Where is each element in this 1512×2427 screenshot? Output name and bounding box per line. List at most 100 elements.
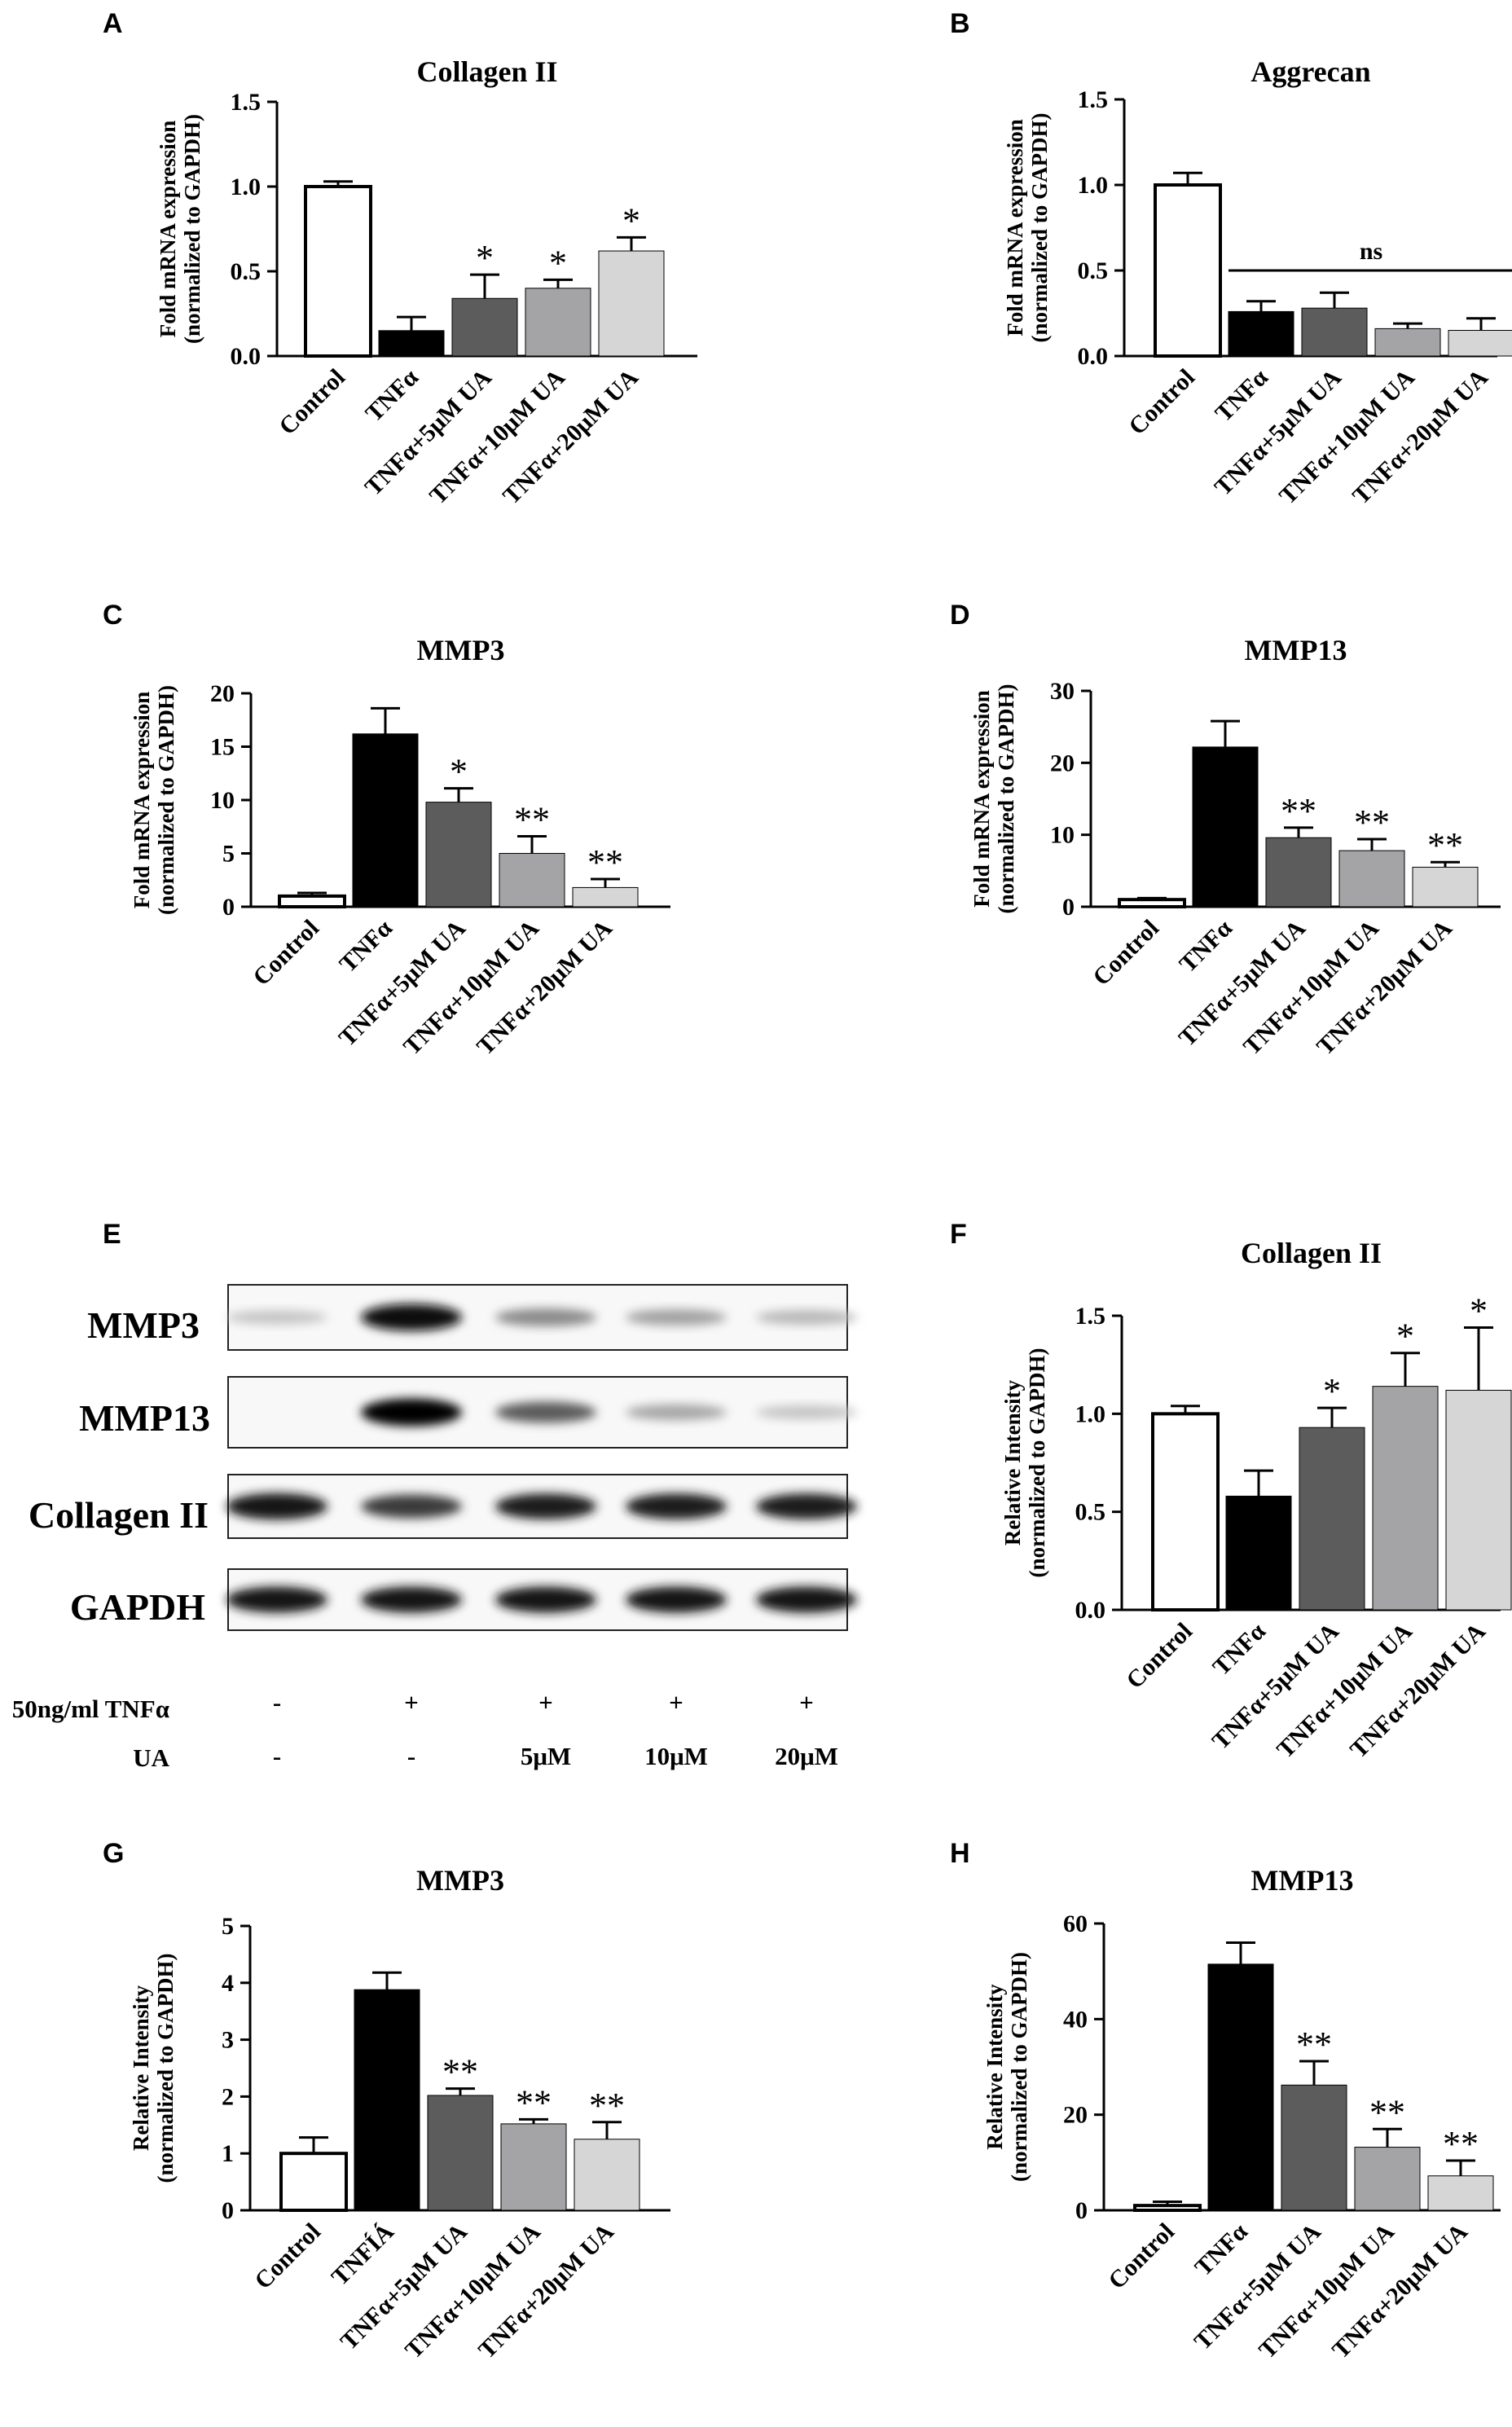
- y-tick-label-c-0: 0: [222, 894, 235, 921]
- y-tick-label-a-0: 0.0: [231, 343, 262, 370]
- blot-band-gapdh-lane-2: [361, 1586, 462, 1613]
- y-tick-label-d-2: 20: [1050, 750, 1075, 776]
- y-tick-label-g-2: 2: [222, 2083, 234, 2110]
- chart-title-a: Collagen II: [416, 55, 557, 88]
- category-label-f-2: TNFα+5μM UA: [1207, 1617, 1345, 1755]
- significance-h-4: **: [1443, 2124, 1479, 2164]
- significance-f-4: *: [1470, 1290, 1488, 1330]
- bar-h-tnf-5-m-ua: [1281, 2084, 1347, 2211]
- panel-letter-h: H: [950, 1838, 970, 1869]
- category-label-h-4: TNFα+20μM UA: [1327, 2218, 1473, 2363]
- significance-f-2: *: [1323, 1371, 1341, 1411]
- panel-letter-c: C: [103, 600, 123, 631]
- category-label-d-2: TNFα+5μM UA: [1174, 914, 1312, 1052]
- significance-d-3: **: [1354, 802, 1390, 842]
- chart-title-b: Aggrecan: [1250, 55, 1370, 88]
- blot-band-gapdh-lane-3: [495, 1586, 596, 1613]
- bar-b-tnf: [1228, 310, 1294, 357]
- bar-c-tnf-10-m-ua: [499, 853, 565, 908]
- panel-letter-f: F: [950, 1219, 967, 1250]
- blot-band-collagen-ii-lane-4: [626, 1493, 727, 1519]
- category-label-b-2: TNFα+5μM UA: [1210, 363, 1347, 501]
- bar-a-tnf-10-m-ua: [525, 288, 591, 357]
- y-tick-label-b-1: 0.5: [1078, 257, 1109, 284]
- category-label-f-0: Control: [1121, 1618, 1198, 1695]
- bar-a-tnf-5-m-ua: [451, 297, 518, 357]
- category-label-c-2: TNFα+5μM UA: [334, 914, 472, 1052]
- blot-label-collagen-ii: Collagen II: [29, 1494, 209, 1536]
- condition-label-ua: UA: [133, 1743, 169, 1772]
- panel-letter-g: G: [103, 1838, 124, 1869]
- bar-c-control: [278, 894, 346, 909]
- condition-value-1-lane-2: -: [407, 1742, 415, 1770]
- blot-band-collagen-ii-lane-2: [361, 1494, 462, 1519]
- y-tick-label-b-0: 0.0: [1078, 343, 1109, 370]
- chart-a: Collagen II Fold mRNA expression (normaliz…: [156, 55, 697, 510]
- significance-f-3: *: [1396, 1317, 1414, 1356]
- category-label-d-0: Control: [1088, 915, 1164, 991]
- category-label-c-0: Control: [248, 915, 324, 991]
- category-label-g-1: TNFÍÁ: [327, 2218, 400, 2291]
- category-label-g-0: Control: [249, 2218, 326, 2295]
- y-axis-label-c-1: (normalized to GAPDH): [154, 685, 178, 915]
- bar-b-control: [1154, 183, 1222, 358]
- category-label-c-4: TNFα+20μM UA: [472, 914, 618, 1060]
- significance-h-3: **: [1369, 2092, 1405, 2132]
- category-label-a-3: TNFα+10μM UA: [424, 363, 570, 509]
- bar-h-tnf: [1207, 1963, 1274, 2211]
- category-label-d-4: TNFα+20μM UA: [1312, 914, 1457, 1060]
- significance-g-2: **: [442, 2052, 478, 2092]
- bar-c-tnf: [352, 733, 419, 908]
- significance-c-3: **: [514, 800, 550, 840]
- condition-value-0-lane-2: +: [404, 1688, 419, 1717]
- significance-c-2: *: [450, 752, 468, 792]
- bar-g-control: [279, 2152, 348, 2212]
- category-label-c-3: TNFα+10μM UA: [398, 914, 544, 1060]
- significance-a-3: *: [549, 243, 567, 283]
- blot-band-collagen-ii-lane-1: [226, 1493, 327, 1520]
- y-axis-label-c-0: Fold mRNA expression: [130, 692, 154, 909]
- western-blot: MMP3 MMP13 Collagen II GAPDH 50ng/ml TNF…: [12, 1284, 857, 1772]
- category-label-h-0: Control: [1103, 2218, 1180, 2295]
- y-tick-label-a-2: 1.0: [231, 174, 262, 200]
- blot-band-collagen-ii-lane-5: [756, 1493, 857, 1519]
- chart-h: MMP13 Relative Intensity (normalized to GA…: [982, 1864, 1501, 2364]
- y-tick-label-h-0: 0: [1075, 2197, 1088, 2224]
- y-tick-label-g-3: 3: [222, 2027, 234, 2054]
- chart-title-f: Collagen II: [1241, 1237, 1382, 1269]
- bar-f-tnf-10-m-ua: [1372, 1386, 1439, 1611]
- y-axis-label-b-1: (normalized to GAPDH): [1027, 113, 1052, 343]
- y-axis-label-g-1: (normalized to GAPDH): [153, 1954, 178, 2183]
- category-label-a-1: TNFα: [360, 363, 424, 427]
- y-tick-label-g-0: 0: [222, 2197, 234, 2224]
- category-label-f-1: TNFα: [1207, 1617, 1271, 1681]
- bar-f-tnf: [1225, 1495, 1292, 1611]
- chart-title-d: MMP13: [1245, 634, 1347, 666]
- chart-c: MMP3 Fold mRNA expression (normalized to G…: [130, 634, 670, 1061]
- bar-f-tnf-20-m-ua: [1445, 1389, 1512, 1611]
- category-label-a-4: TNFα+20μM UA: [498, 363, 644, 509]
- y-axis-label-h-1: (normalized to GAPDH): [1007, 1952, 1031, 2182]
- category-label-f-3: TNFα+10μM UA: [1272, 1617, 1418, 1763]
- bar-h-control: [1133, 2204, 1202, 2212]
- y-tick-label-g-4: 4: [222, 1970, 234, 1997]
- y-axis-label-f-0: Relative Intensity: [1000, 1379, 1025, 1545]
- category-label-c-1: TNFα: [334, 914, 398, 978]
- category-label-d-1: TNFα: [1174, 914, 1237, 978]
- bar-g-tnf-10-m-ua: [500, 2123, 567, 2211]
- condition-value-0-lane-3: +: [538, 1688, 553, 1717]
- y-tick-label-h-1: 20: [1063, 2102, 1088, 2129]
- bar-g-tnf: [354, 1989, 420, 2211]
- condition-value-0-lane-4: +: [669, 1688, 683, 1717]
- y-tick-label-g-5: 5: [222, 1913, 234, 1940]
- condition-value-0-lane-5: +: [799, 1688, 814, 1717]
- y-tick-label-b-2: 1.0: [1078, 172, 1109, 199]
- blot-band-collagen-ii-lane-3: [495, 1493, 596, 1519]
- bar-f-control: [1151, 1412, 1220, 1612]
- blot-band-mmp13-lane-5: [756, 1405, 857, 1419]
- condition-value-1-lane-1: -: [273, 1742, 281, 1770]
- bar-a-tnf: [378, 330, 445, 357]
- y-axis-label-d-0: Fold mRNA expression: [969, 690, 994, 908]
